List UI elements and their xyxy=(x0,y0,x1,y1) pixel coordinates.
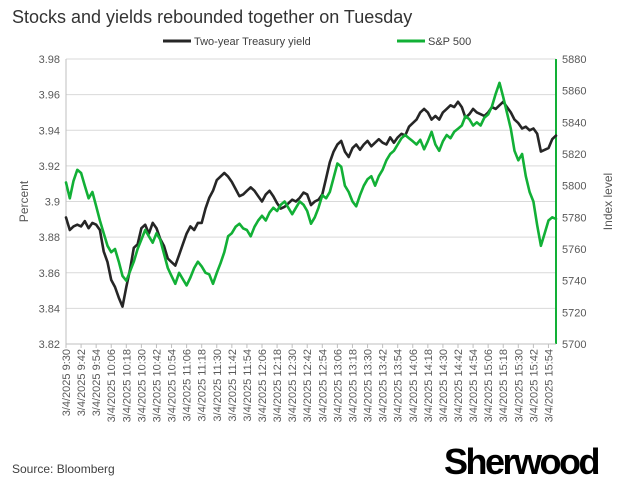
legend-label: S&P 500 xyxy=(428,36,471,48)
x-tick-label: 3/4/2025 15:06 xyxy=(483,349,495,422)
x-tick-label: 3/4/2025 15:18 xyxy=(498,349,510,422)
series-lines xyxy=(64,81,558,308)
y-left-tick-label: 3.84 xyxy=(39,303,60,315)
x-tick-label: 3/4/2025 14:54 xyxy=(468,349,480,422)
x-tick-label: 3/4/2025 10:06 xyxy=(106,349,118,422)
y-left-tick-label: 3.9 xyxy=(45,197,60,209)
x-tick-label: 3/4/2025 12:54 xyxy=(317,349,329,422)
y-left-tick-label: 3.92 xyxy=(39,161,60,173)
y-right-tick-label: 5700 xyxy=(562,339,586,351)
x-tick-label: 3/4/2025 10:18 xyxy=(121,349,133,422)
y-right-tick-label: 5760 xyxy=(562,244,586,256)
x-tick-label: 3/4/2025 9:30 xyxy=(61,349,73,416)
axes: 3.82 3.84 3.86 3.88 3.9 3.92 3.94 3.96 3.98 5700 5… xyxy=(39,54,587,422)
treasury-yield-line xyxy=(64,100,558,308)
x-tick-label: 3/4/2025 9:54 xyxy=(91,349,103,416)
chart-title: Stocks and yields rebounded together on … xyxy=(12,7,413,27)
sp500-line xyxy=(64,81,558,287)
x-tick-label: 3/4/2025 15:42 xyxy=(528,349,540,422)
x-tick-label: 3/4/2025 9:42 xyxy=(76,349,88,416)
x-tick-label: 3/4/2025 12:18 xyxy=(272,349,284,422)
x-tick-label: 3/4/2025 13:54 xyxy=(393,349,405,422)
sherwood-logo: Sherwood xyxy=(440,437,626,486)
x-tick-label: 3/4/2025 10:42 xyxy=(151,349,163,422)
y-right-tick-label: 5860 xyxy=(562,86,586,98)
x-tick-label: 3/4/2025 12:30 xyxy=(287,349,299,422)
x-tick-label: 3/4/2025 10:54 xyxy=(167,349,179,422)
x-tick-label: 3/4/2025 13:18 xyxy=(347,349,359,422)
y-right-tick-label: 5820 xyxy=(562,149,586,161)
y-left-tick-label: 3.86 xyxy=(39,268,60,280)
x-tick-label: 3/4/2025 13:06 xyxy=(332,349,344,422)
x-tick-label: 3/4/2025 13:42 xyxy=(378,349,390,422)
x-tick-label: 3/4/2025 13:30 xyxy=(363,349,375,422)
y-right-tick-label: 5800 xyxy=(562,181,586,193)
y-left-tick-label: 3.82 xyxy=(39,339,60,351)
y-left-tick-label: 3.98 xyxy=(39,54,60,66)
y-right-tick-label: 5880 xyxy=(562,54,586,66)
y-right-tick-label: 5740 xyxy=(562,276,586,288)
x-tick-label: 3/4/2025 15:54 xyxy=(543,349,555,422)
x-tick-label: 3/4/2025 10:30 xyxy=(136,349,148,422)
x-tick-label: 3/4/2025 11:42 xyxy=(227,349,239,422)
x-tick-label: 3/4/2025 14:06 xyxy=(408,349,420,422)
source-note: Source: Bloomberg xyxy=(12,462,115,476)
x-tick-label: 3/4/2025 15:30 xyxy=(513,349,525,422)
x-tick-label: 3/4/2025 11:54 xyxy=(242,349,254,422)
y-left-tick-label: 3.94 xyxy=(39,125,60,137)
x-tick-label: 3/4/2025 12:42 xyxy=(302,349,314,422)
x-tick-label: 3/4/2025 14:18 xyxy=(423,349,435,422)
x-tick-label: 3/4/2025 12:06 xyxy=(257,349,269,422)
x-tick-label: 3/4/2025 11:18 xyxy=(197,349,209,422)
y-left-tick-label: 3.96 xyxy=(39,90,60,102)
x-tick-label: 3/4/2025 11:06 xyxy=(182,349,194,422)
y-right-tick-label: 5780 xyxy=(562,212,586,224)
y-right-tick-label: 5840 xyxy=(562,117,586,129)
y-right-tick-label: 5720 xyxy=(562,307,586,319)
x-tick-label: 3/4/2025 14:42 xyxy=(453,349,465,422)
x-tick-label: 3/4/2025 14:30 xyxy=(438,349,450,422)
y-right-axis-title: Index level xyxy=(601,173,615,230)
x-tick-label: 3/4/2025 11:30 xyxy=(212,349,224,422)
y-left-axis-title: Percent xyxy=(17,180,31,222)
legend-label: Two-year Treasury yield xyxy=(194,36,311,48)
legend: Two-year Treasury yield S&P 500 xyxy=(163,36,471,48)
y-left-tick-label: 3.88 xyxy=(39,232,60,244)
axis-titles: Percent Index level xyxy=(17,173,615,230)
